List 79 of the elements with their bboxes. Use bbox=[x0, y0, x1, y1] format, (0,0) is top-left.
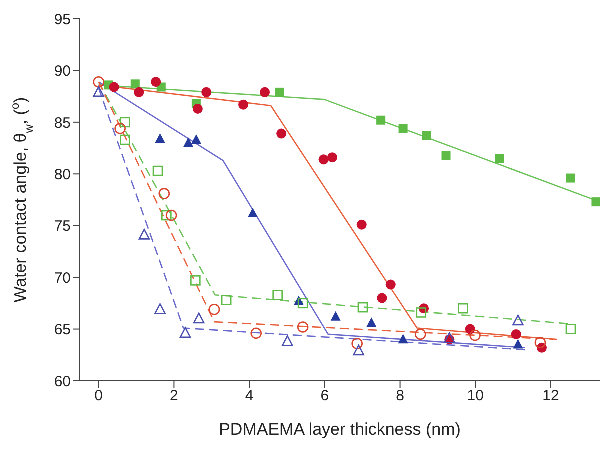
point bbox=[318, 154, 329, 165]
point bbox=[592, 198, 600, 207]
point bbox=[221, 295, 232, 306]
point bbox=[180, 327, 192, 338]
point bbox=[138, 229, 150, 240]
point bbox=[238, 100, 249, 110]
point bbox=[248, 208, 258, 218]
point bbox=[154, 303, 166, 314]
x-tick-label: 8 bbox=[396, 388, 404, 405]
point bbox=[114, 122, 126, 134]
point bbox=[416, 308, 427, 318]
point bbox=[275, 88, 284, 97]
point bbox=[352, 338, 363, 350]
point bbox=[250, 328, 262, 340]
point bbox=[162, 210, 172, 221]
x-tick-label: 2 bbox=[170, 388, 178, 405]
point bbox=[93, 76, 104, 88]
y-tick-label: 70 bbox=[54, 270, 71, 287]
y-tick-label: 90 bbox=[54, 63, 71, 80]
point bbox=[366, 318, 377, 328]
point bbox=[134, 87, 144, 98]
point bbox=[511, 329, 522, 340]
point bbox=[191, 134, 202, 144]
point bbox=[566, 174, 576, 183]
x-tick-label: 0 bbox=[94, 388, 104, 405]
point bbox=[534, 337, 546, 348]
point bbox=[422, 131, 432, 140]
point bbox=[276, 128, 287, 139]
point bbox=[414, 328, 426, 340]
point bbox=[512, 314, 524, 326]
point bbox=[130, 80, 140, 89]
point bbox=[386, 280, 396, 290]
point bbox=[202, 87, 212, 98]
x-tick-label: 6 bbox=[320, 388, 330, 405]
point bbox=[158, 188, 170, 200]
x-tick-label: 4 bbox=[245, 388, 254, 405]
y-tick-label: 65 bbox=[54, 322, 71, 339]
point bbox=[327, 152, 338, 163]
x-axis-title: PDMAEMA layer thickness (nm) bbox=[219, 420, 461, 439]
point bbox=[566, 324, 576, 334]
point bbox=[120, 134, 130, 146]
point bbox=[192, 104, 203, 114]
y-tick-label: 85 bbox=[54, 114, 71, 132]
point bbox=[152, 166, 164, 176]
y-tick-label: 95 bbox=[54, 11, 71, 28]
point bbox=[377, 293, 388, 304]
point bbox=[120, 117, 130, 128]
point bbox=[470, 330, 481, 342]
point bbox=[282, 336, 294, 346]
point bbox=[184, 138, 194, 148]
point bbox=[358, 302, 368, 313]
point bbox=[272, 290, 283, 300]
point bbox=[442, 151, 451, 160]
point bbox=[193, 312, 205, 324]
point bbox=[109, 82, 120, 92]
y-tick-label: 75 bbox=[54, 218, 71, 236]
point bbox=[353, 344, 364, 356]
y-tick-label: 80 bbox=[54, 166, 71, 184]
point bbox=[330, 311, 341, 321]
point bbox=[376, 116, 386, 125]
point bbox=[458, 303, 468, 314]
point bbox=[398, 124, 408, 134]
point bbox=[166, 210, 178, 222]
point bbox=[155, 133, 166, 143]
x-tick-label: 12 bbox=[542, 388, 560, 405]
point bbox=[190, 276, 201, 286]
x-tick-label: 10 bbox=[467, 388, 484, 405]
point bbox=[398, 334, 408, 344]
point bbox=[260, 87, 270, 98]
y-tick-label: 60 bbox=[54, 373, 71, 390]
point bbox=[297, 322, 309, 333]
point bbox=[93, 86, 104, 98]
point bbox=[151, 77, 162, 88]
point bbox=[298, 298, 308, 309]
point bbox=[208, 304, 220, 316]
point bbox=[356, 220, 367, 230]
point bbox=[444, 332, 456, 344]
point bbox=[495, 154, 504, 164]
point bbox=[513, 339, 524, 349]
